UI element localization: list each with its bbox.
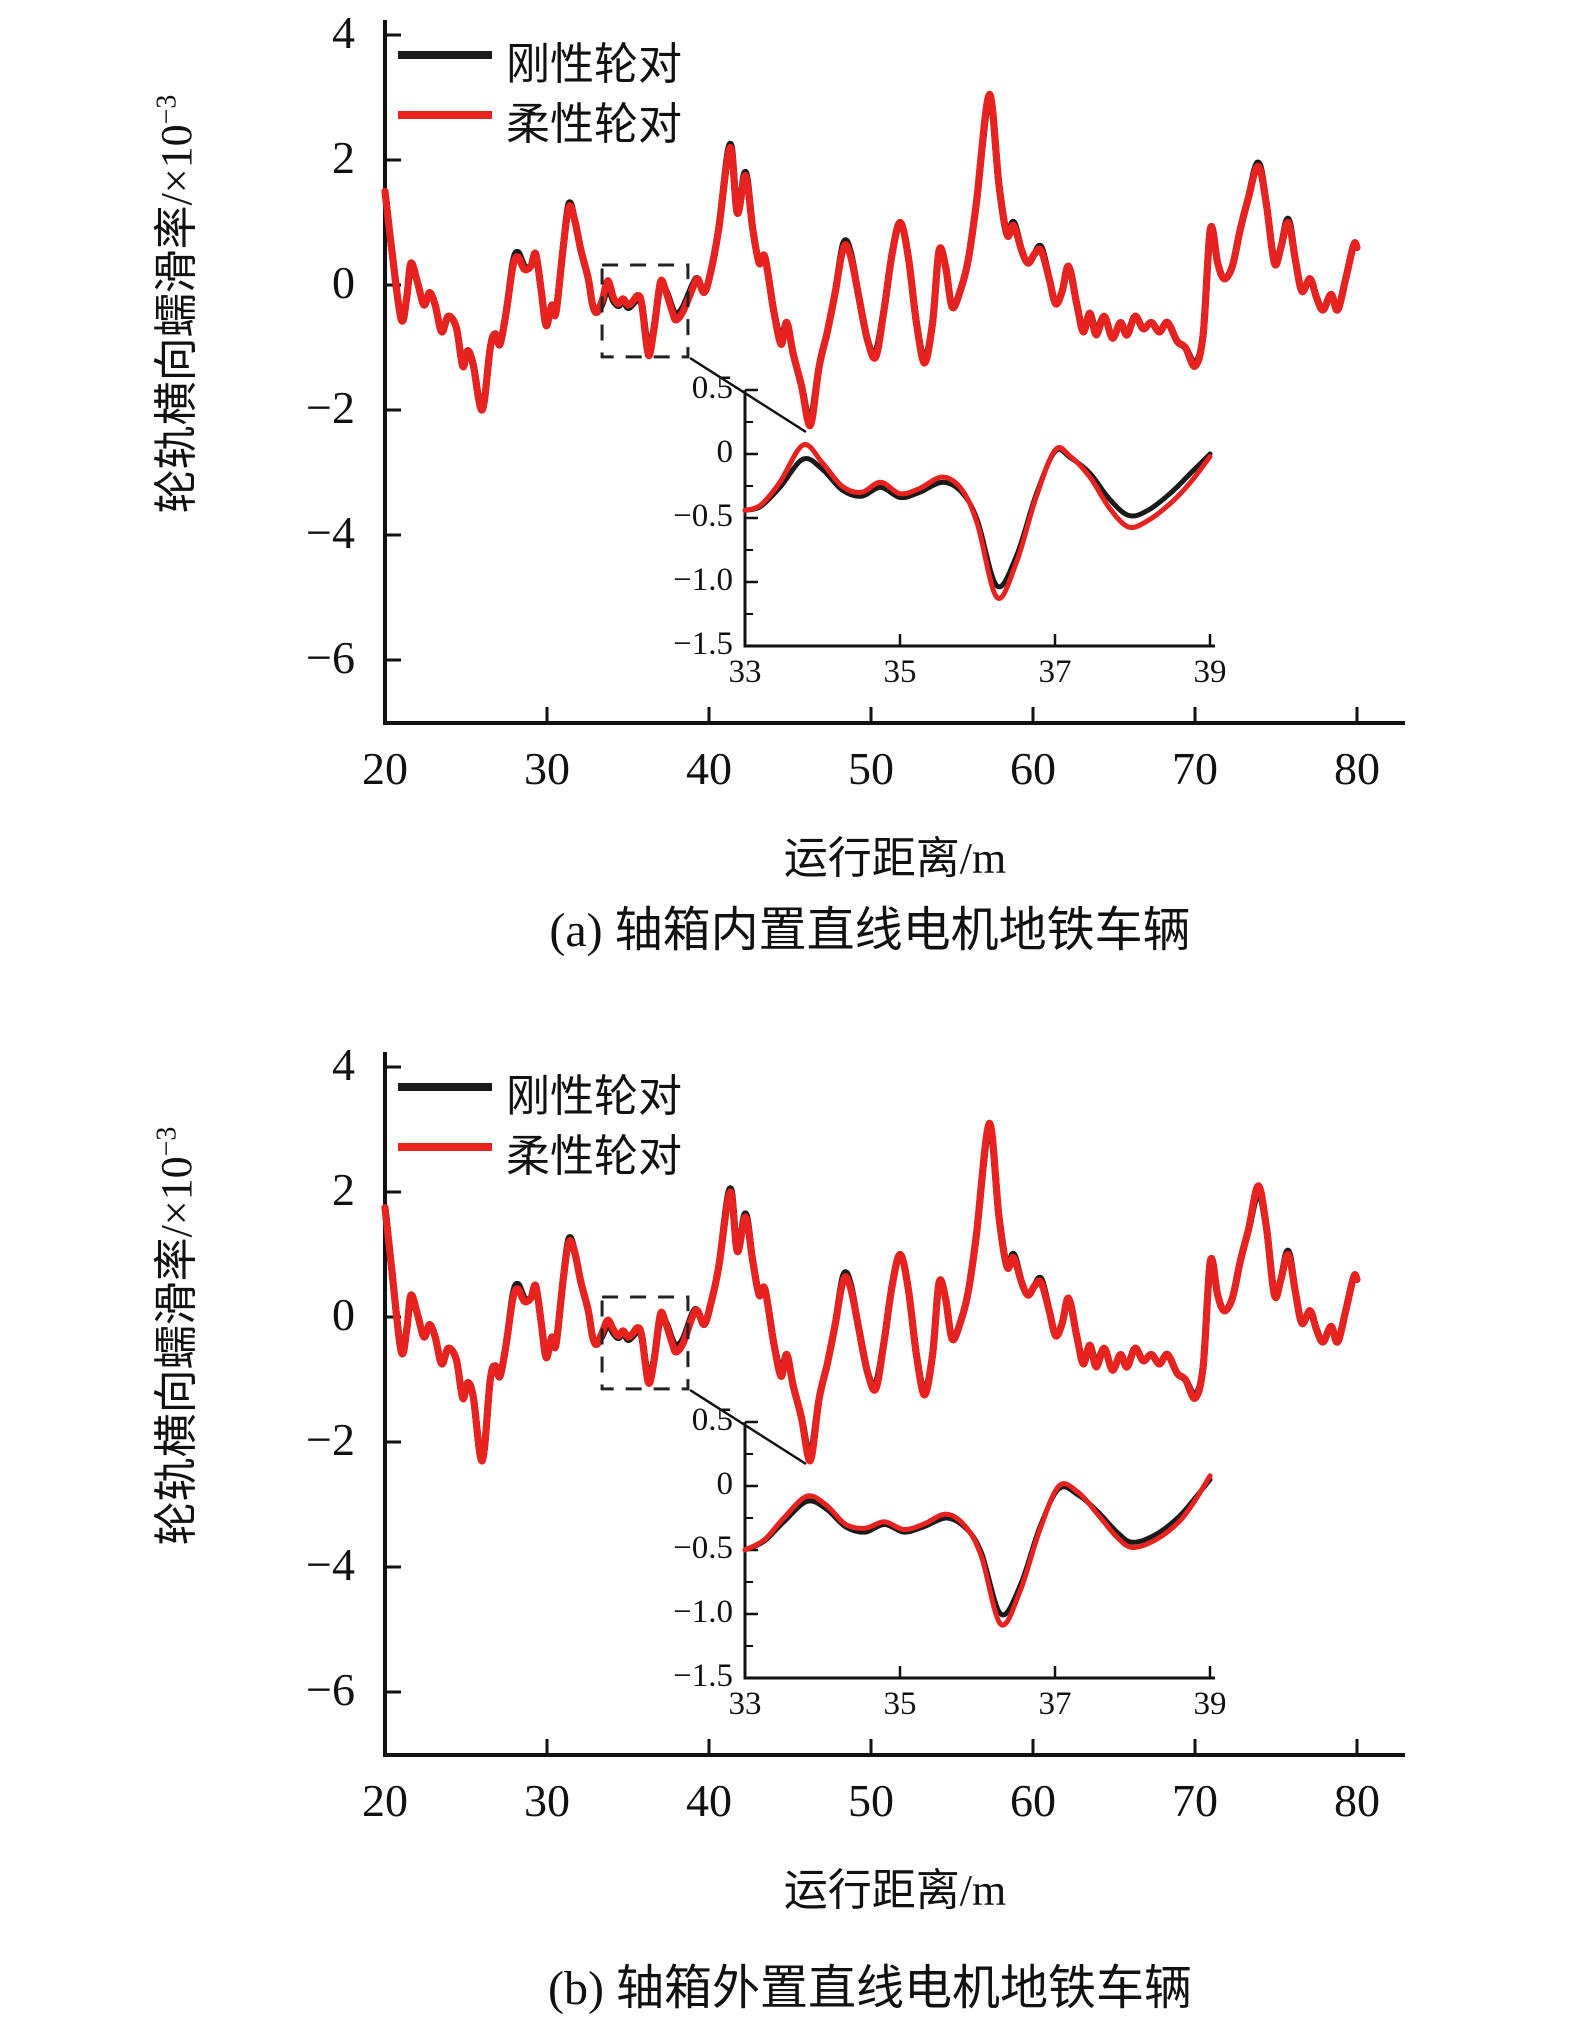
inset-x-tick-label-b: 39: [1193, 1686, 1227, 1722]
y-axis-title-text-a: 轮轨横向蠕滑率/×10: [152, 124, 201, 514]
inset-y-tick-label-b: −1.0: [673, 1594, 733, 1630]
x-tick-label-b: 80: [1334, 1775, 1380, 1826]
inset-x-tick-label-b: 37: [1038, 1686, 1072, 1722]
x-tick-label-b: 40: [686, 1775, 732, 1826]
y-tick-label-a: −2: [306, 382, 355, 433]
x-tick-label-a: 30: [524, 743, 570, 794]
y-axis-title-a: 轮轨横向蠕滑率/×10−3: [140, 4, 204, 604]
inset-y-tick-label-a: 0.5: [691, 370, 733, 406]
y-tick-label-b: 0: [332, 1289, 355, 1340]
inset-y-tick-label-a: −0.5: [673, 498, 733, 534]
legend-label-rigid-b: 刚性轮对: [506, 1072, 682, 1121]
x-axis-title-a: 运行距离/m: [783, 834, 1007, 883]
x-tick-label-a: 80: [1334, 743, 1380, 794]
inset-x-tick-label-a: 33: [728, 654, 762, 690]
inset-x-tick-label-a: 35: [883, 654, 917, 690]
inset-y-tick-label-a: −1.5: [673, 626, 733, 662]
inset-y-tick-label-b: 0.5: [691, 1402, 733, 1438]
x-tick-label-a: 20: [362, 743, 408, 794]
y-axis-title-exponent-b: −3: [151, 1126, 183, 1157]
x-tick-label-b: 20: [362, 1775, 408, 1826]
inset-x-tick-label-b: 35: [883, 1686, 917, 1722]
y-tick-label-a: 0: [332, 257, 355, 308]
legend-label-rigid-a: 刚性轮对: [506, 40, 682, 89]
zoom-box-b: [600, 1295, 690, 1391]
y-tick-label-b: −2: [306, 1414, 355, 1465]
x-tick-label-a: 40: [686, 743, 732, 794]
y-tick-label-b: −4: [306, 1539, 355, 1590]
y-tick-label-b: 2: [332, 1164, 355, 1215]
inset-y-tick-label-b: −0.5: [673, 1530, 733, 1566]
x-tick-label-b: 60: [1010, 1775, 1056, 1826]
legend-label-flexible-b: 柔性轮对: [506, 1132, 682, 1181]
y-axis-title-exponent-a: −3: [151, 94, 183, 125]
series-flexible-b: [381, 1119, 1361, 1465]
x-axis-title-b: 运行距离/m: [783, 1866, 1007, 1915]
x-tick-label-b: 70: [1172, 1775, 1218, 1826]
inset-y-tick-label-a: −1.0: [673, 562, 733, 598]
y-tick-label-b: −6: [306, 1664, 355, 1715]
x-tick-label-b: 50: [848, 1775, 894, 1826]
inset-x-tick-label-b: 33: [728, 1686, 762, 1722]
legend-label-flexible-a: 柔性轮对: [506, 100, 682, 149]
y-tick-label-a: 2: [332, 132, 355, 183]
inset-y-tick-label-b: −1.5: [673, 1658, 733, 1694]
y-axis-title-text-b: 轮轨横向蠕滑率/×10: [152, 1156, 201, 1546]
x-tick-label-a: 50: [848, 743, 894, 794]
inset-y-tick-label-b: 0: [716, 1466, 734, 1502]
inset-series-flexible-b: [742, 1473, 1213, 1628]
x-tick-label-b: 30: [524, 1775, 570, 1826]
zoom-box-a: [600, 263, 690, 359]
y-tick-label-a: −4: [306, 507, 355, 558]
x-tick-label-a: 60: [1010, 743, 1056, 794]
caption-a: (a) 轴箱内置直线电机地铁车辆: [549, 904, 1191, 957]
y-axis-title-b: 轮轨横向蠕滑率/×10−3: [140, 1036, 204, 1636]
inset-y-tick-label-a: 0: [716, 434, 734, 470]
zoom-connector-a: [689, 356, 807, 434]
series-flexible-a: [381, 90, 1361, 430]
inset-x-tick-label-a: 37: [1038, 654, 1072, 690]
zoom-connector-b: [689, 1388, 807, 1466]
inset-series-flexible-a: [742, 442, 1213, 601]
y-tick-label-a: 4: [332, 7, 355, 58]
caption-b: (b) 轴箱外置直线电机地铁车辆: [548, 1962, 1192, 2015]
inset-x-tick-label-a: 39: [1193, 654, 1227, 690]
y-tick-label-b: 4: [332, 1039, 355, 1090]
x-tick-label-a: 70: [1172, 743, 1218, 794]
y-tick-label-a: −6: [306, 632, 355, 683]
